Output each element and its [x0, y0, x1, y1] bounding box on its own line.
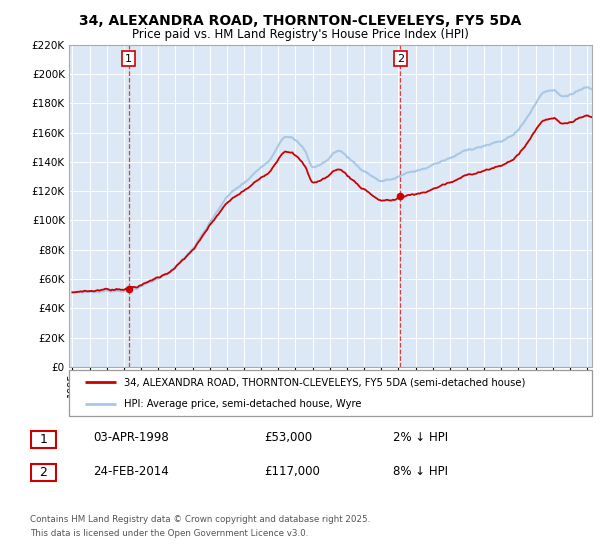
Text: 03-APR-1998: 03-APR-1998 — [93, 431, 169, 445]
Text: 8% ↓ HPI: 8% ↓ HPI — [393, 465, 448, 478]
FancyBboxPatch shape — [69, 370, 592, 416]
Text: 24-FEB-2014: 24-FEB-2014 — [93, 465, 169, 478]
Text: 1: 1 — [40, 432, 47, 446]
Text: 2% ↓ HPI: 2% ↓ HPI — [393, 431, 448, 445]
Text: 34, ALEXANDRA ROAD, THORNTON-CLEVELEYS, FY5 5DA: 34, ALEXANDRA ROAD, THORNTON-CLEVELEYS, … — [79, 14, 521, 28]
Text: £117,000: £117,000 — [264, 465, 320, 478]
FancyBboxPatch shape — [31, 431, 56, 447]
Text: HPI: Average price, semi-detached house, Wyre: HPI: Average price, semi-detached house,… — [124, 399, 361, 409]
Text: Contains HM Land Registry data © Crown copyright and database right 2025.: Contains HM Land Registry data © Crown c… — [30, 515, 370, 524]
Text: 2: 2 — [397, 54, 404, 64]
Text: £53,000: £53,000 — [264, 431, 312, 445]
Text: 34, ALEXANDRA ROAD, THORNTON-CLEVELEYS, FY5 5DA (semi-detached house): 34, ALEXANDRA ROAD, THORNTON-CLEVELEYS, … — [124, 377, 526, 388]
Text: 1: 1 — [125, 54, 132, 64]
Text: Price paid vs. HM Land Registry's House Price Index (HPI): Price paid vs. HM Land Registry's House … — [131, 28, 469, 41]
Text: This data is licensed under the Open Government Licence v3.0.: This data is licensed under the Open Gov… — [30, 529, 308, 538]
Text: 2: 2 — [40, 465, 47, 479]
FancyBboxPatch shape — [31, 464, 56, 480]
